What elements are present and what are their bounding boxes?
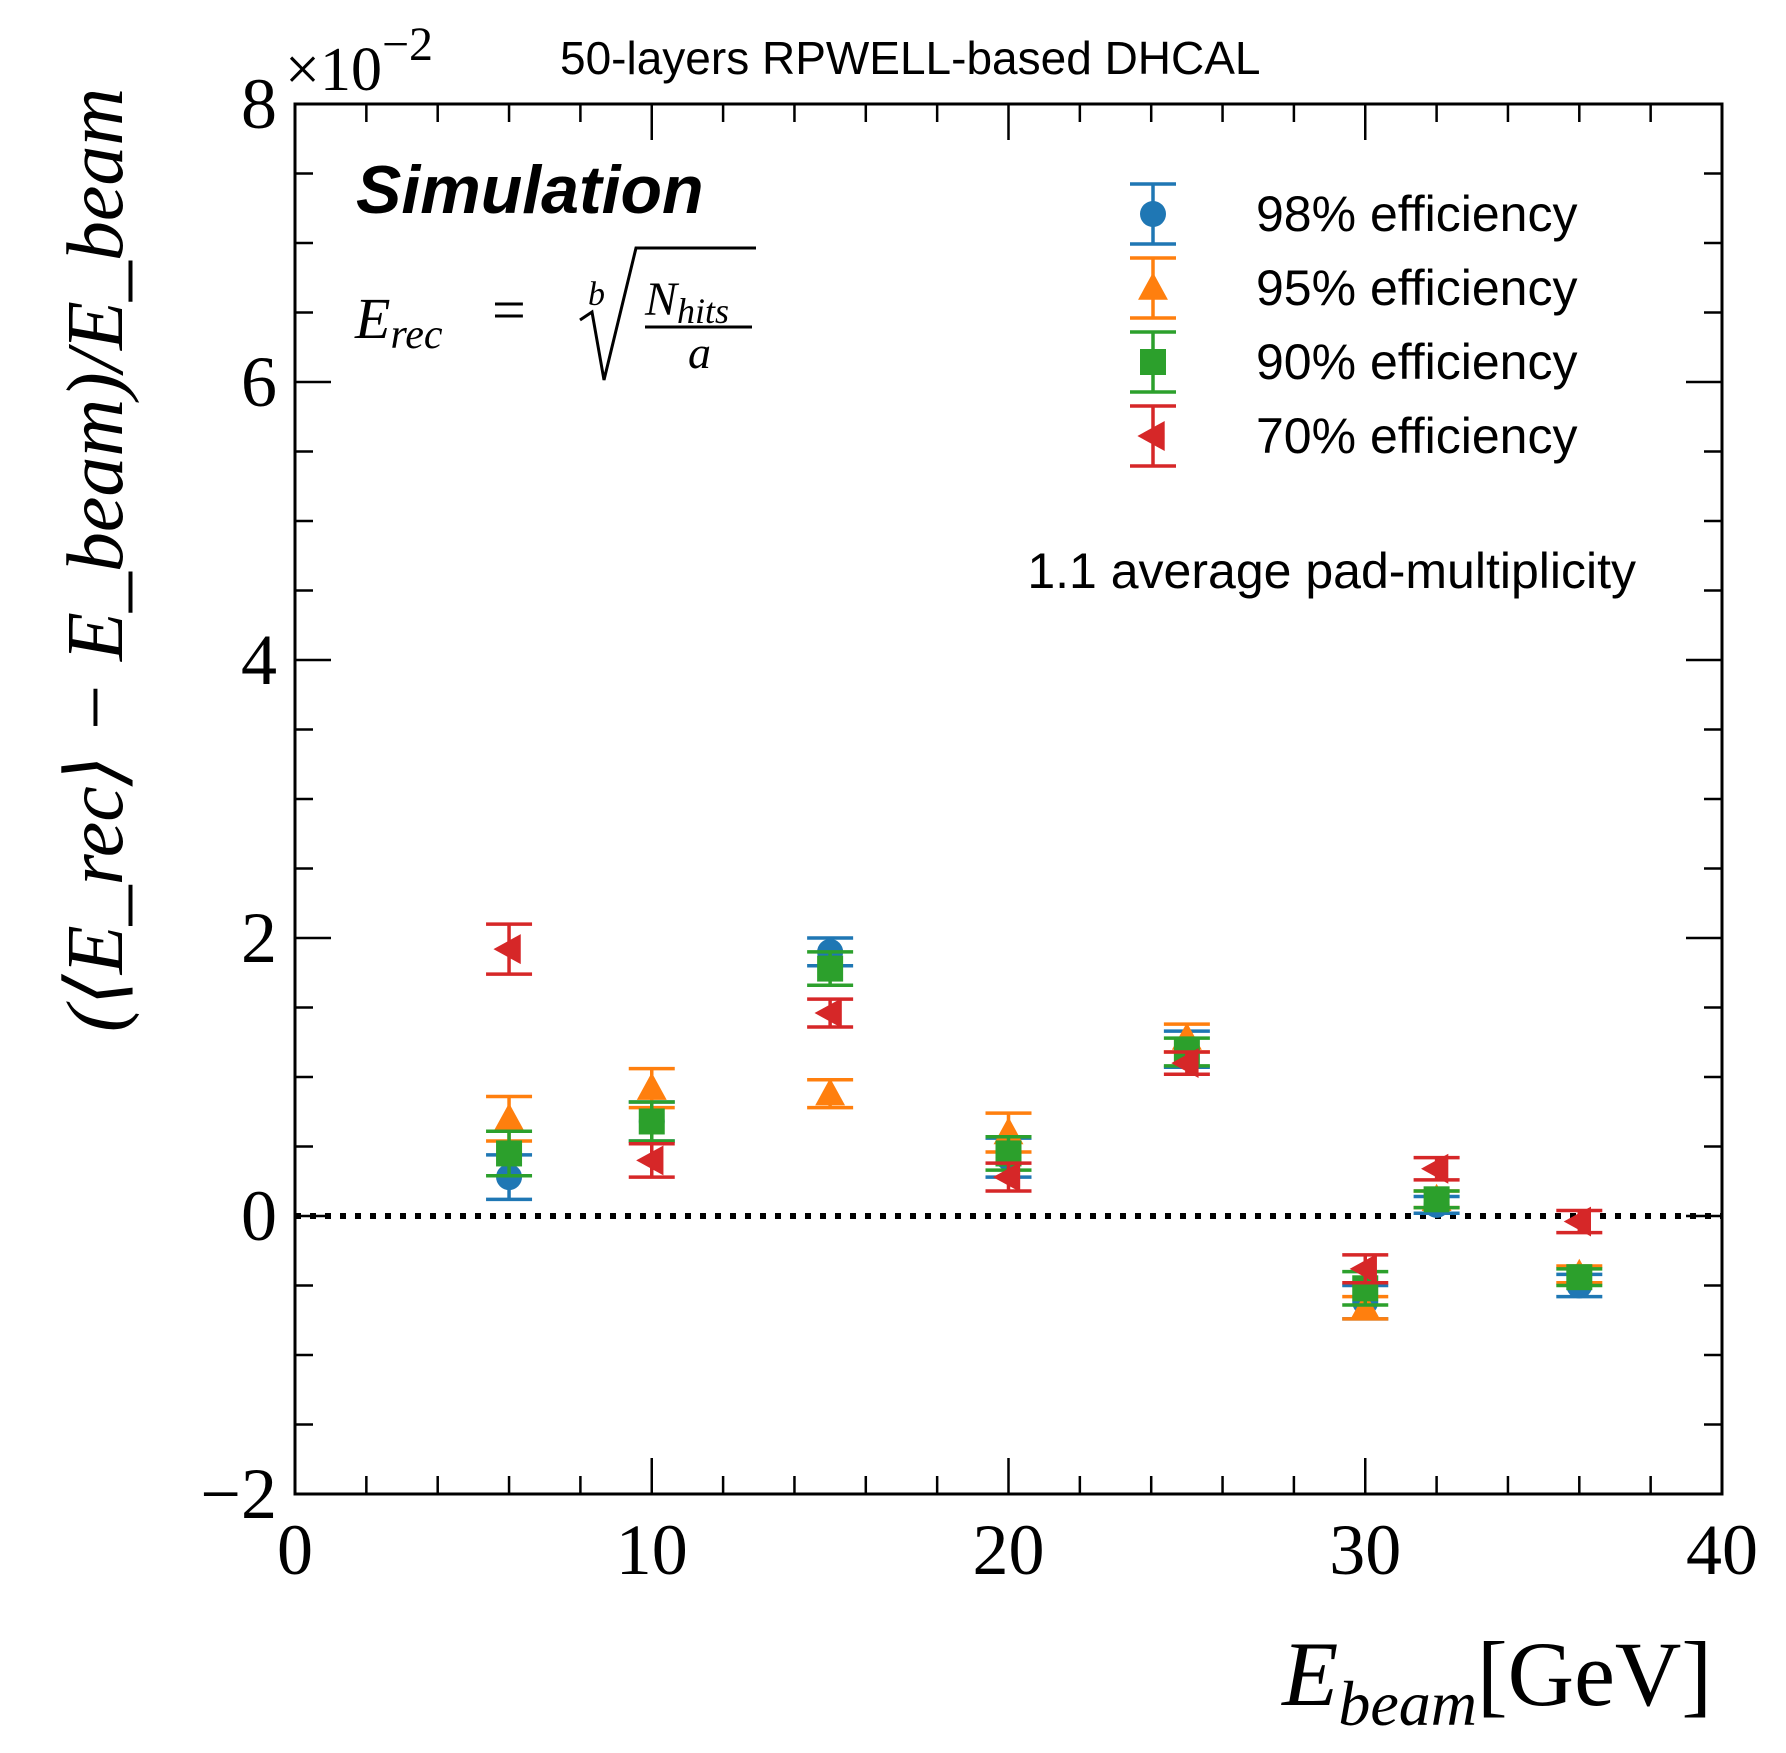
scale-label-base: ×10 [285, 36, 382, 104]
formula-radical [579, 246, 756, 381]
x-tick-label: 20 [973, 1510, 1045, 1590]
y-tick-label: 8 [241, 64, 277, 144]
data-point [636, 1145, 664, 1176]
formula-lhs-main: E [354, 286, 390, 351]
data-point [636, 1072, 667, 1100]
x-tick-label: 0 [277, 1510, 313, 1590]
data-point [1171, 1048, 1199, 1079]
data-points [486, 922, 1603, 1321]
axis-ticks [293, 102, 1724, 1496]
formula-denominator: a [688, 327, 711, 378]
legend-item: 98% efficiency [1130, 182, 1577, 246]
legend-label: 95% efficiency [1256, 260, 1577, 316]
x-tick-label: 40 [1686, 1510, 1758, 1590]
legend-marker [1137, 421, 1165, 451]
x-tick-label: 10 [616, 1510, 688, 1590]
y-tick-label: 4 [241, 620, 277, 700]
legend-label: 90% efficiency [1256, 334, 1577, 390]
data-point [638, 1108, 665, 1135]
legend-marker [1140, 201, 1166, 227]
x-tick-label: 30 [1329, 1510, 1401, 1590]
legend-label: 70% efficiency [1256, 408, 1577, 464]
legend-label: 98% efficiency [1256, 186, 1577, 242]
data-point [1421, 1153, 1449, 1184]
y-axis-label: (⟨E_rec⟩ − E_beam)/E_beam [52, 88, 140, 1032]
legend-item: 90% efficiency [1130, 330, 1577, 394]
y-tick-label: −2 [200, 1454, 277, 1534]
data-point [1423, 1186, 1450, 1213]
legend: 98% efficiency 95% efficiency 90% efficien… [1130, 182, 1577, 468]
simulation-label: Simulation [356, 152, 704, 228]
series-square [486, 950, 1603, 1307]
scale-label-exponent: −2 [382, 18, 433, 71]
data-point [493, 934, 521, 965]
legend-item: 95% efficiency [1130, 256, 1577, 320]
legend-marker [1138, 272, 1168, 300]
data-point [815, 1078, 846, 1106]
data-point [1566, 1264, 1593, 1291]
legend-marker [1140, 349, 1166, 375]
formula-root-index: b [588, 276, 605, 313]
pad-multiplicity-label: 1.1 average pad-multiplicity [1027, 543, 1636, 599]
formula-numerator-sub: hits [677, 291, 729, 331]
formula-lhs-sub: rec [390, 312, 442, 358]
data-point [817, 955, 844, 982]
data-point [1349, 1253, 1377, 1284]
data-point [496, 1140, 523, 1167]
y-tick-label: 6 [241, 342, 277, 422]
formula: Erec = b Nhits a [354, 246, 756, 381]
chart-title: 50-layers RPWELL-based DHCAL [560, 32, 1261, 84]
data-point [992, 1162, 1021, 1193]
legend-item: 70% efficiency [1130, 404, 1577, 468]
formula-numerator-main: N [644, 273, 680, 326]
series-triangle-left [486, 922, 1603, 1285]
formula-equals: = [492, 277, 526, 343]
x-axis-label: Ebeam[GeV] [1280, 1623, 1712, 1739]
x-axis-label-main: E [1280, 1623, 1338, 1725]
scale-label: ×10−2 [285, 18, 433, 104]
y-tick-label: 0 [241, 1176, 277, 1256]
formula-numerator: Nhits [644, 273, 729, 331]
data-point [1563, 1206, 1591, 1237]
formula-lhs: Erec [354, 286, 443, 358]
y-tick-label: 2 [241, 898, 277, 978]
x-axis-label-sub: beam [1338, 1668, 1477, 1739]
data-point [814, 998, 842, 1029]
x-axis-label-unit: [GeV] [1477, 1623, 1712, 1725]
data-point [494, 1103, 524, 1131]
